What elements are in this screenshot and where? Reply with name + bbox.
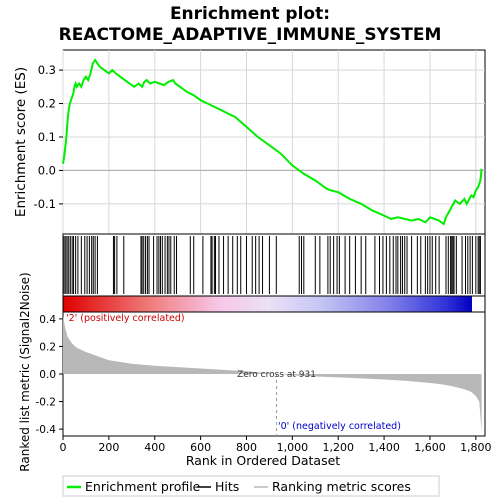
hits-panel bbox=[62, 233, 486, 297]
metric-y-tick-label: 0.4 bbox=[39, 314, 56, 326]
rank-color-bar bbox=[63, 296, 472, 312]
es-y-tick-label: 0.1 bbox=[38, 130, 56, 144]
x-tick-label: 1,600 bbox=[414, 441, 446, 454]
legend-frame bbox=[62, 475, 440, 497]
es-y-ticks: -0.1 0.0 0.1 0.2 0.3 bbox=[34, 63, 63, 211]
x-tick-label: 0 bbox=[60, 441, 67, 454]
metric-y-tick-label: -0.4 bbox=[36, 424, 57, 436]
positive-correlation-label: '2' (positively correlated) bbox=[66, 313, 185, 324]
metric-y-tick-label: 0.2 bbox=[39, 341, 56, 353]
hits-panel-frame bbox=[62, 233, 486, 297]
es-panel: -0.1 0.0 0.1 0.2 0.3 Enrichment score (ES) bbox=[13, 49, 486, 235]
x-tick-label: 800 bbox=[236, 441, 257, 454]
es-y-tick-label: -0.1 bbox=[34, 197, 56, 211]
x-tick-label: 1,800 bbox=[460, 441, 492, 454]
es-y-tick-label: 0.2 bbox=[38, 97, 56, 111]
ranking-metric-area bbox=[63, 316, 482, 432]
x-tick-label: 200 bbox=[98, 441, 119, 454]
metric-y-axis-label: Ranked list metric (Signal2Noise) bbox=[18, 272, 32, 471]
negative-correlation-label: '0' (negatively correlated) bbox=[278, 421, 401, 432]
chart-title-line1: Enrichment plot: bbox=[170, 4, 330, 24]
hit-lines bbox=[63, 236, 481, 294]
x-tick-label: 1,000 bbox=[277, 441, 309, 454]
x-tick-label: 400 bbox=[144, 441, 165, 454]
x-tick-label: 1,400 bbox=[368, 441, 400, 454]
legend-enrichment-label: Enrichment profile bbox=[85, 479, 201, 494]
metric-y-ticks: -0.4 -0.2 0.0 0.2 0.4 bbox=[36, 314, 63, 436]
es-y-tick-label: 0.0 bbox=[38, 163, 56, 177]
metric-panel: -0.4 -0.2 0.0 0.2 0.4 Zero cross at 931 '2' … bbox=[18, 272, 486, 472]
metric-y-tick-label: 0.0 bbox=[39, 369, 56, 381]
chart-title-line2: REACTOME_ADAPTIVE_IMMUNE_SYSTEM bbox=[59, 25, 442, 45]
es-y-tick-label: 0.3 bbox=[38, 63, 56, 77]
es-gridlines bbox=[62, 50, 485, 234]
x-axis-label: Rank in Ordered Dataset bbox=[186, 453, 340, 468]
enrichment-profile-line bbox=[62, 58, 483, 226]
zero-cross-label: Zero cross at 931 bbox=[237, 370, 316, 380]
legend-metric-label: Ranking metric scores bbox=[272, 479, 411, 494]
legend: Enrichment profile Hits Ranking metric s… bbox=[62, 475, 440, 497]
x-tick-label: 1,200 bbox=[322, 441, 354, 454]
x-axis-ticks: 0 200 400 600 800 1,000 1,200 1,400 1,600 1,800 bbox=[60, 436, 492, 454]
es-y-axis-label: Enrichment score (ES) bbox=[13, 67, 29, 217]
es-panel-frame bbox=[62, 49, 486, 235]
legend-hits-label: Hits bbox=[215, 479, 239, 494]
metric-y-tick-label: -0.2 bbox=[36, 397, 57, 409]
x-tick-label: 600 bbox=[190, 441, 211, 454]
